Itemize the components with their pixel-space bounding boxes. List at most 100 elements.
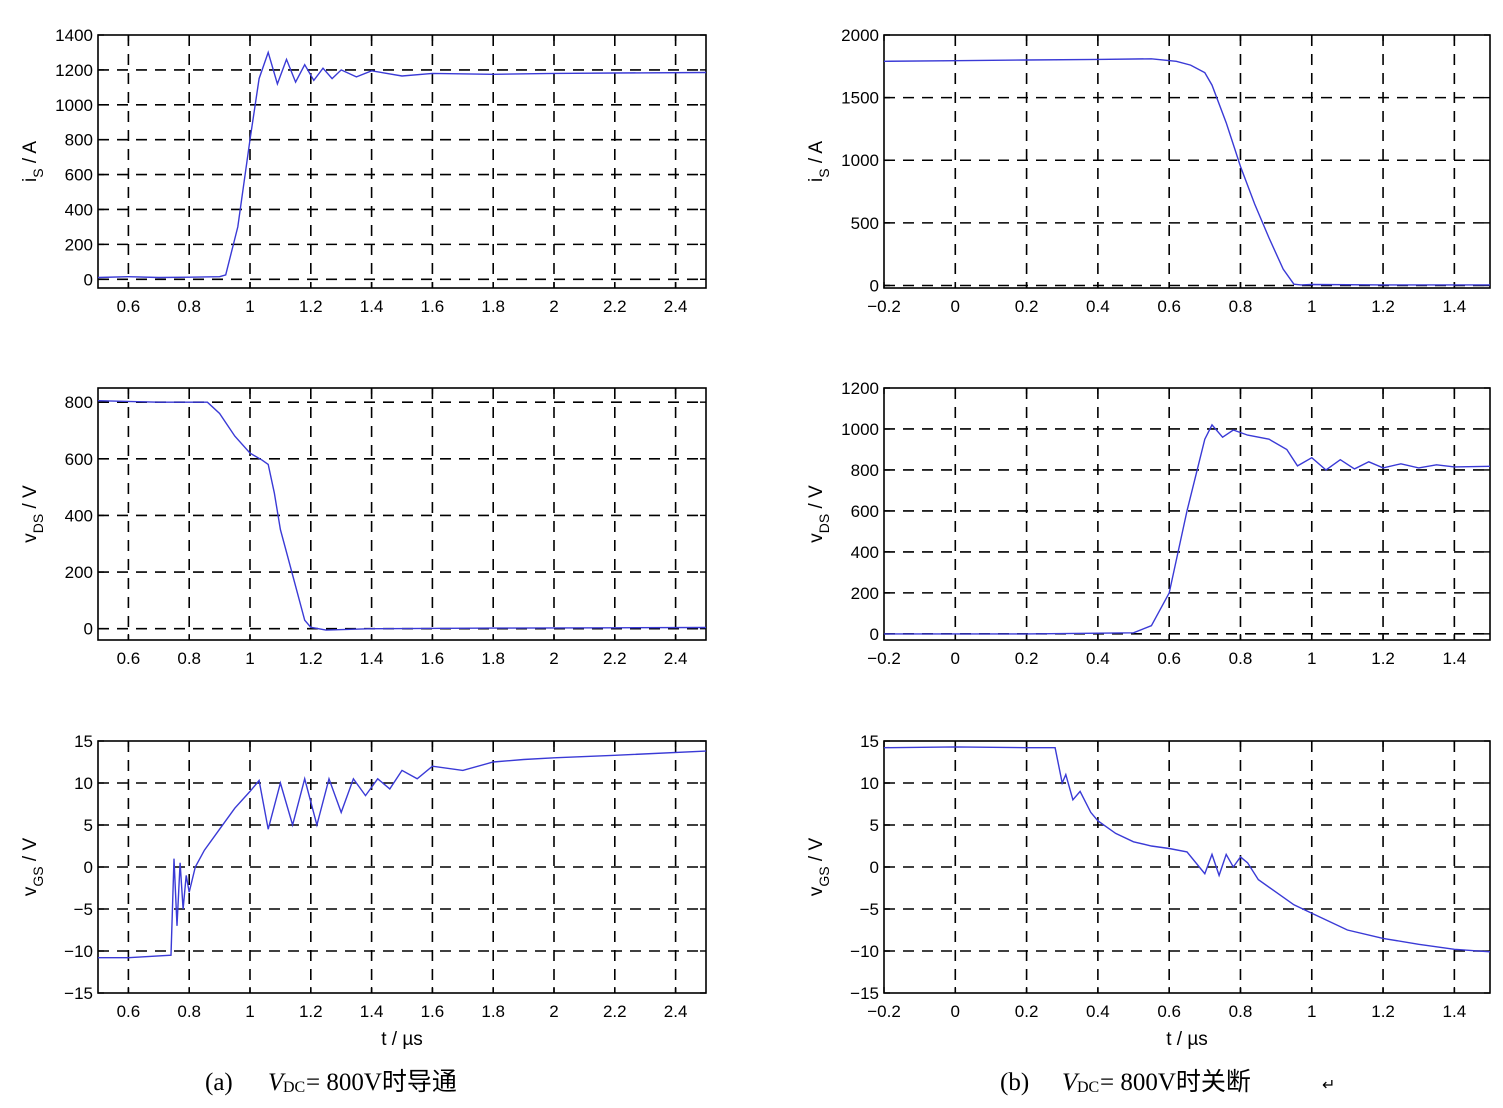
y-axis-label: iS / A xyxy=(20,141,46,182)
y-tick-label: 0 xyxy=(870,858,879,877)
x-axis-label: t / µs xyxy=(1166,1029,1208,1050)
y-tick-label: 1000 xyxy=(841,420,879,439)
x-tick-label: 0 xyxy=(951,649,960,668)
y-axis-label: vDS / V xyxy=(20,485,46,543)
caption-b-vsym: V xyxy=(1062,1069,1080,1096)
x-tick-label: 1.8 xyxy=(481,1002,505,1021)
y-tick-label: 10 xyxy=(860,774,879,793)
x-tick-label: 1.6 xyxy=(421,297,445,316)
x-tick-label: 0.8 xyxy=(1229,297,1253,316)
y-tick-label: 1500 xyxy=(841,89,879,108)
y-tick-label: 5 xyxy=(84,816,93,835)
x-tick-label: −0.2 xyxy=(867,1002,901,1021)
x-tick-label: 1.8 xyxy=(481,297,505,316)
x-tick-label: 1.2 xyxy=(1371,297,1395,316)
caption-a-label: (a) xyxy=(205,1069,233,1096)
x-tick-label: 1.4 xyxy=(360,649,384,668)
y-tick-label: 0 xyxy=(870,276,879,295)
x-tick-label: 2 xyxy=(549,1002,558,1021)
x-tick-label: 1.2 xyxy=(299,297,323,316)
y-axis-label: vGS / V xyxy=(20,838,46,897)
x-tick-label: 1.8 xyxy=(481,649,505,668)
y-tick-label: −10 xyxy=(850,942,879,961)
y-tick-label: 0 xyxy=(870,625,879,644)
chart-a-is: 0.6 0.8 1 1.2 1.4 1.6 1.8 2 2.2 2.4 0 200 400 600 800 1… xyxy=(20,26,707,316)
x-tick-label: 0.4 xyxy=(1086,297,1110,316)
caption-a-text: = 800V时导通 xyxy=(306,1068,457,1096)
x-tick-label: 1.2 xyxy=(299,1002,323,1021)
y-axis-label: iS / A xyxy=(806,141,832,182)
x-tick-label: 1.6 xyxy=(421,649,445,668)
y-tick-label: 200 xyxy=(851,584,879,603)
x-tick-label: 1.4 xyxy=(1443,297,1467,316)
plot-frame xyxy=(97,34,707,289)
caption-a-vsym: V xyxy=(268,1069,286,1096)
y-tick-label: 800 xyxy=(65,131,93,150)
y-tick-label: 10 xyxy=(74,774,93,793)
x-tick-label: 1.4 xyxy=(1443,649,1467,668)
x-tick-label: 0.2 xyxy=(1015,649,1039,668)
y-tick-label: 15 xyxy=(74,732,93,751)
x-tick-label: 1 xyxy=(1307,1002,1316,1021)
y-tick-label: 1200 xyxy=(841,379,879,398)
y-tick-label: 1400 xyxy=(55,26,93,45)
x-tick-label: 0.8 xyxy=(177,1002,201,1021)
y-tick-label: 0 xyxy=(84,858,93,877)
caption-a-vsub: DC xyxy=(283,1079,305,1096)
x-tick-label: 1.4 xyxy=(1443,1002,1467,1021)
x-tick-label: 1.2 xyxy=(299,649,323,668)
y-tick-label: 1000 xyxy=(841,151,879,170)
caption-b-mark: ↵ xyxy=(1322,1077,1335,1094)
y-tick-label: 400 xyxy=(851,543,879,562)
y-tick-label: 0 xyxy=(84,620,93,639)
x-tick-label: 0.6 xyxy=(117,649,141,668)
x-tick-label: 1 xyxy=(245,649,254,668)
caption-b: (b) V DC = 800V时关断 ↵ xyxy=(1000,1068,1335,1096)
caption-a: (a) V DC = 800V时导通 xyxy=(205,1068,457,1096)
caption-b-label: (b) xyxy=(1000,1069,1029,1096)
y-tick-label: 200 xyxy=(65,235,93,254)
x-tick-label: 0.4 xyxy=(1086,1002,1110,1021)
y-axis-label: vDS / V xyxy=(806,485,832,543)
y-tick-label: 2000 xyxy=(841,26,879,45)
x-tick-label: 1 xyxy=(245,297,254,316)
x-tick-label: 1.4 xyxy=(360,297,384,316)
x-tick-label: 1 xyxy=(245,1002,254,1021)
x-tick-label: 0.6 xyxy=(117,297,141,316)
x-tick-label: 2.4 xyxy=(664,297,688,316)
y-tick-label: 0 xyxy=(84,270,93,289)
chart-layer: 0.6 0.8 1 1.2 1.4 1.6 1.8 2 2.2 2.402004006008001… xyxy=(20,26,1491,1050)
plot-frame xyxy=(97,387,707,641)
x-axis-label: t / µs xyxy=(381,1029,423,1050)
plot-frame xyxy=(883,34,1491,289)
y-tick-label: 15 xyxy=(860,732,879,751)
x-tick-label: 1.2 xyxy=(1371,1002,1395,1021)
chart-b-vds: −0.2 0 0.2 0.4 0.6 0.8 1 1.2 1.4 0 200 400 600 800 100… xyxy=(806,379,1491,668)
y-tick-label: −5 xyxy=(860,900,879,919)
x-tick-label: 2.2 xyxy=(603,649,627,668)
chart-b-vgs: −0.2 0 0.2 0.4 0.6 0.8 1 1.2 1.4 −15 −10 −5 0 5 10 15 vG… xyxy=(806,732,1491,1050)
x-tick-label: 0.4 xyxy=(1086,649,1110,668)
y-tick-label: 600 xyxy=(851,502,879,521)
y-tick-label: 600 xyxy=(65,166,93,185)
caption-b-vsub: DC xyxy=(1077,1079,1099,1096)
x-tick-label: 0.6 xyxy=(117,1002,141,1021)
x-tick-label: 0.8 xyxy=(1229,1002,1253,1021)
x-tick-label: 0.2 xyxy=(1015,1002,1039,1021)
x-tick-label: 2 xyxy=(549,297,558,316)
x-tick-label: 1 xyxy=(1307,297,1316,316)
x-tick-label: 0 xyxy=(951,297,960,316)
y-tick-label: 800 xyxy=(851,461,879,480)
y-tick-label: 5 xyxy=(870,816,879,835)
x-tick-label: 0.6 xyxy=(1157,297,1181,316)
x-tick-label: 0 xyxy=(951,1002,960,1021)
series-trace xyxy=(97,50,707,279)
x-tick-label: 0.2 xyxy=(1015,297,1039,316)
series-trace xyxy=(97,400,707,631)
x-tick-label: 1.2 xyxy=(1371,649,1395,668)
y-tick-label: −15 xyxy=(64,984,93,1003)
y-tick-label: 600 xyxy=(65,450,93,469)
y-tick-label: 200 xyxy=(65,563,93,582)
x-tick-label: 2.2 xyxy=(603,1002,627,1021)
